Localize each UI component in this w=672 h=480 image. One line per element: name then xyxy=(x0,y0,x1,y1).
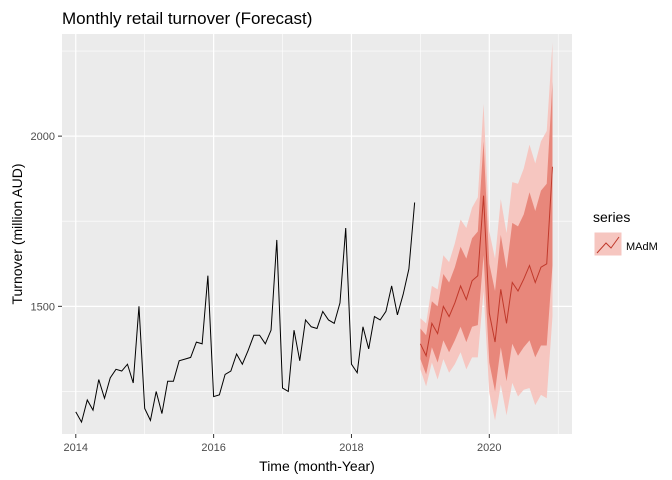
history-line xyxy=(75,202,416,424)
x-axis-title: Time (month-Year) xyxy=(259,458,375,474)
legend-title: series xyxy=(593,209,630,225)
legend-key-madm xyxy=(593,231,623,257)
x-tick-label: 2018 xyxy=(339,442,363,454)
legend: series MAdM xyxy=(593,209,658,257)
grid-major xyxy=(62,34,572,434)
chart-title: Monthly retail turnover (Forecast) xyxy=(62,9,312,28)
x-tick-label: 2020 xyxy=(477,442,501,454)
prediction-intervals xyxy=(420,42,553,421)
x-tick-label: 2016 xyxy=(201,442,225,454)
x-tick-label: 2014 xyxy=(64,442,88,454)
series-lines xyxy=(75,166,553,424)
y-tick-label: 2000 xyxy=(31,131,55,143)
legend-key-line xyxy=(596,236,620,254)
legend-key-fill xyxy=(593,231,623,257)
y-axis-title: Turnover (million AUD) xyxy=(9,163,25,304)
axis-ticks: 1500 2000 2014 2016 2018 2020 xyxy=(31,131,502,454)
legend-label-madm: MAdM xyxy=(626,241,658,253)
interval-80 xyxy=(420,81,553,392)
forecast-line-madm xyxy=(419,166,553,358)
y-tick-label: 1500 xyxy=(31,301,55,313)
